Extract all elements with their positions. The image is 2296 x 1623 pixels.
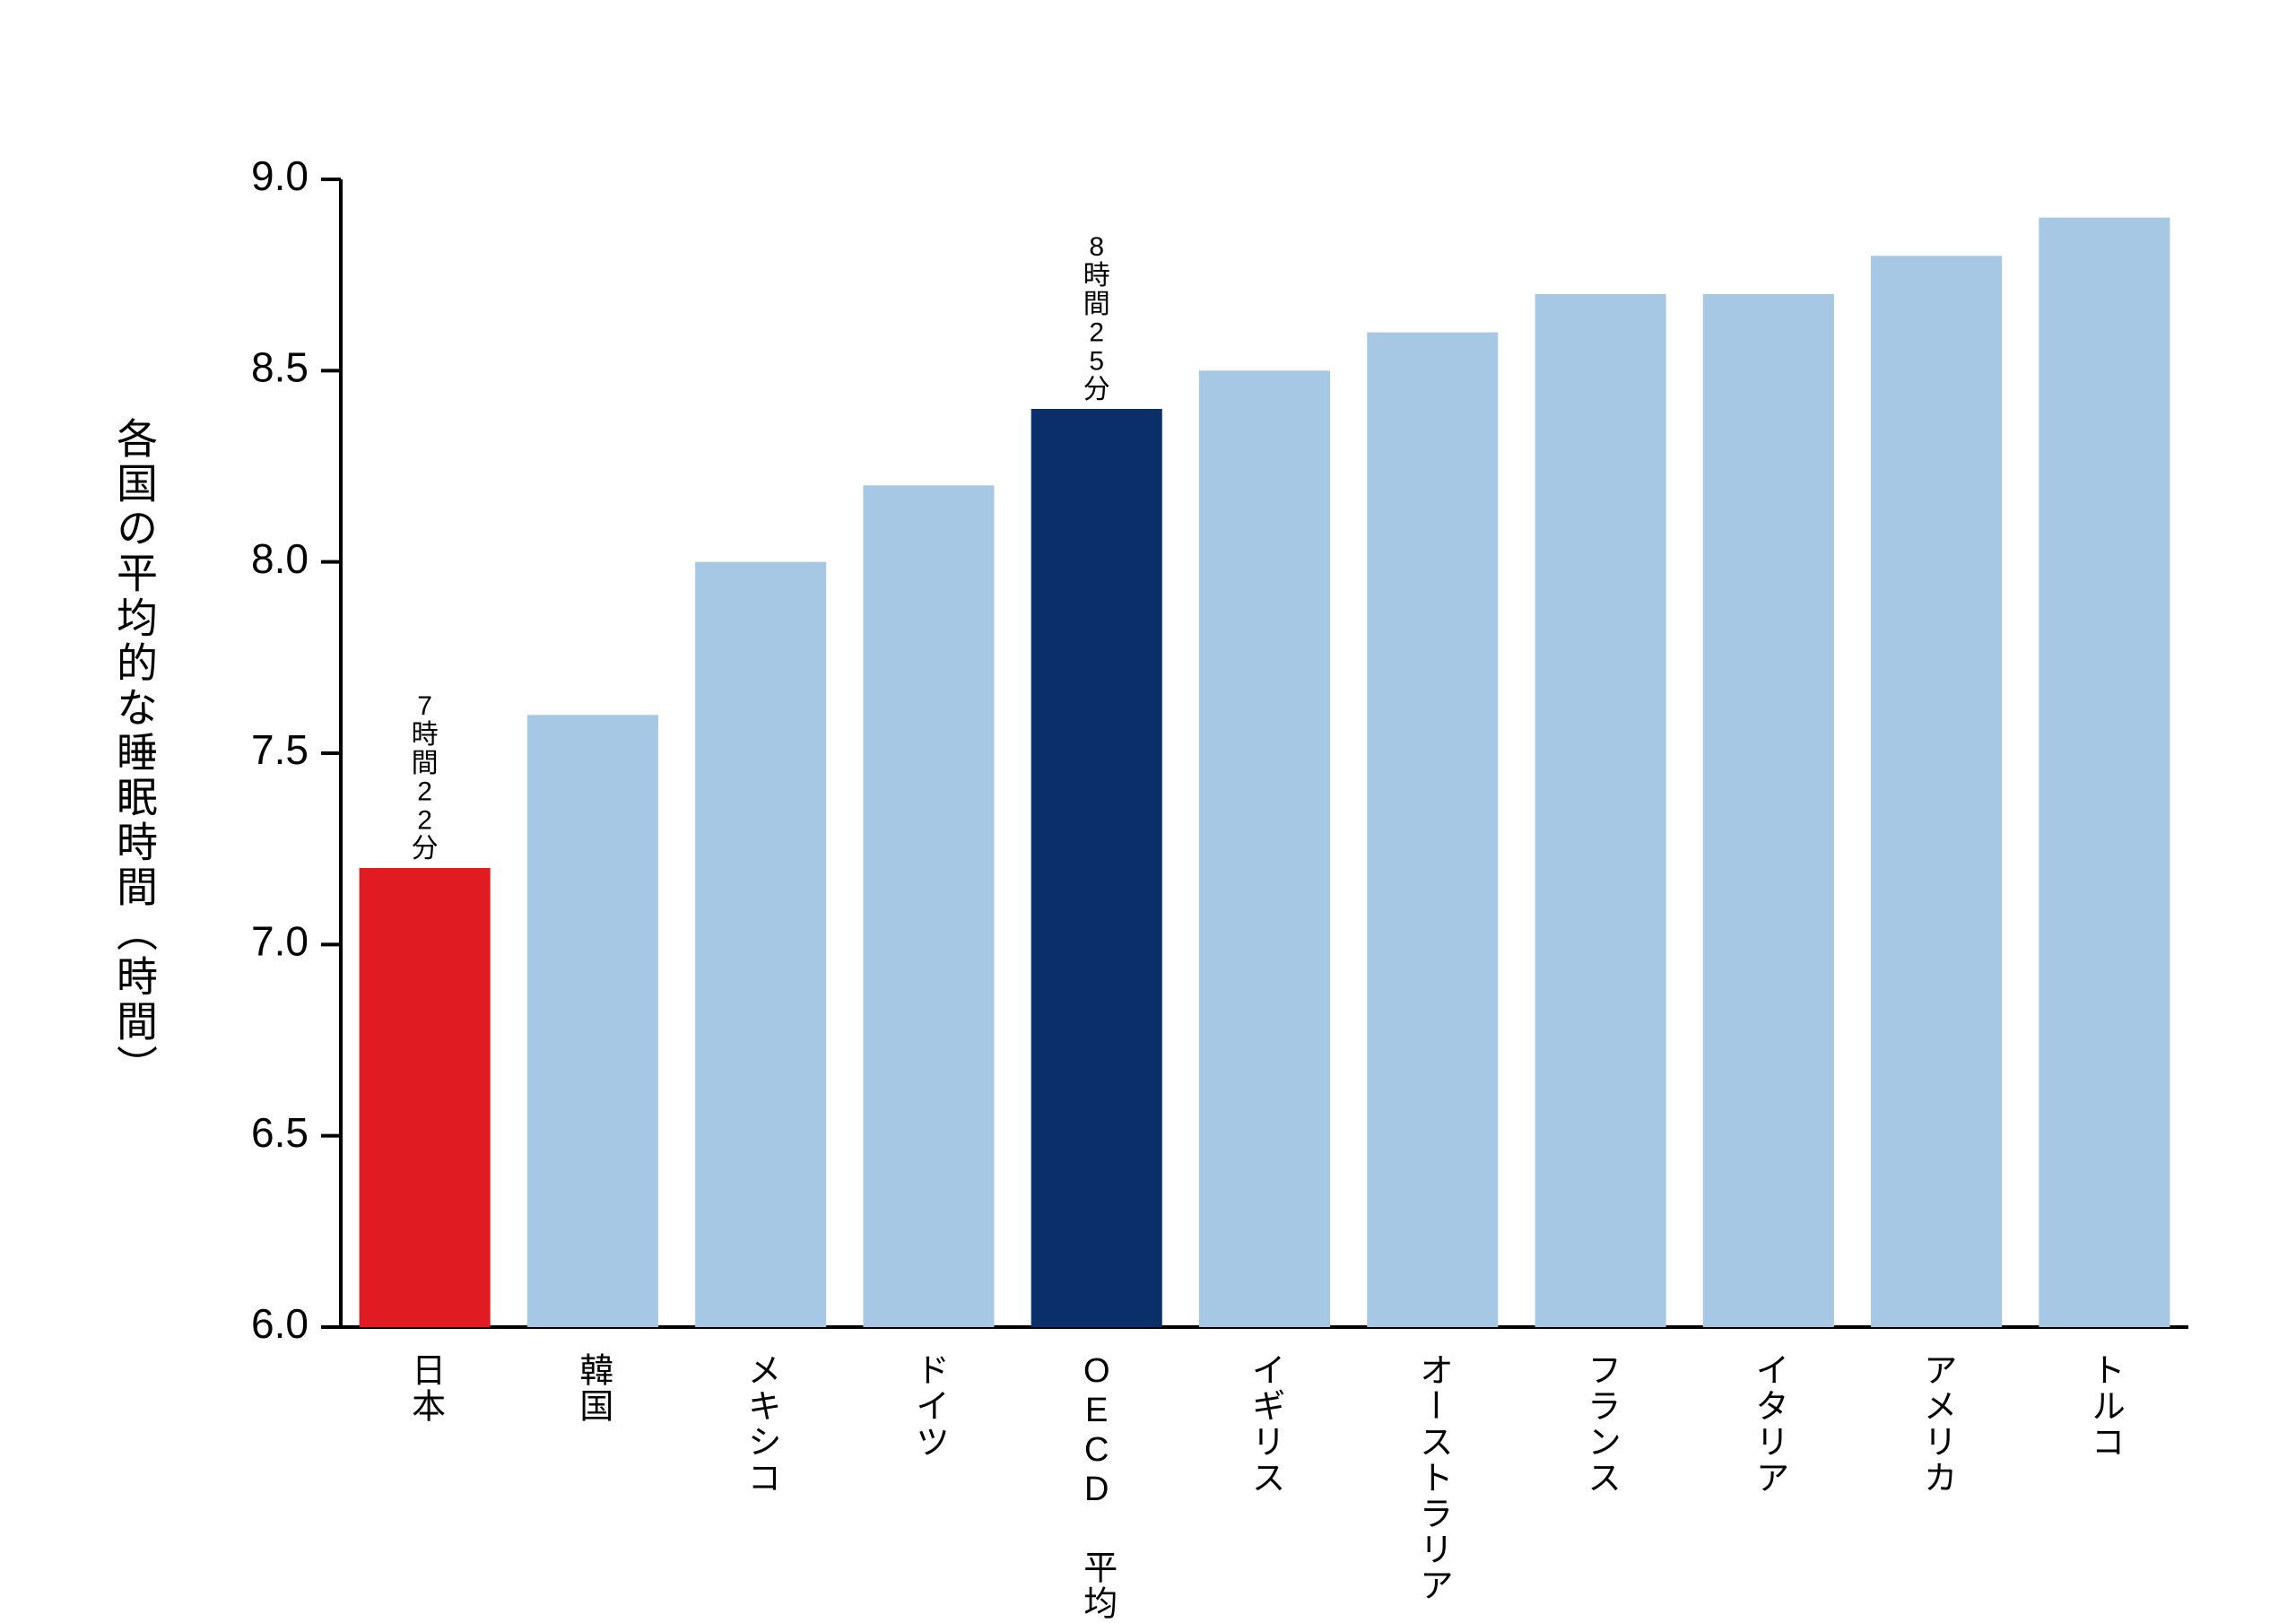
x-tick-label: フランス <box>1582 1352 1620 1496</box>
y-axis-label: 各国の平均的な睡眠時間（時間） <box>111 417 158 1089</box>
chart-container: 6.0 6.5 7.0 7.5 8.0 8.5 9.0 日本 韓国 メキシコ ドイツ OECD 平均 イ… <box>0 0 2296 1623</box>
x-tick-label: イタリア <box>1750 1352 1787 1496</box>
bar <box>527 715 658 1327</box>
x-tick-label: 日本 <box>406 1352 445 1424</box>
x-tick-label: アメリカ <box>1918 1352 1955 1496</box>
y-tick-label: 7.5 <box>251 726 309 773</box>
bar <box>1871 256 2002 1327</box>
y-tick-label: 6.0 <box>251 1300 309 1347</box>
bar <box>360 868 491 1327</box>
bar-annotation-char: 5 <box>1089 346 1104 376</box>
bar <box>1199 370 1330 1327</box>
bar-annotation-char: 2 <box>1089 318 1104 348</box>
y-tick-label: 8.5 <box>251 343 309 390</box>
x-tick-label: オーストラリア <box>1413 1352 1451 1603</box>
x-tick-label: メキシコ <box>742 1352 779 1496</box>
bar-annotation-char: 時 <box>412 720 439 750</box>
bar-annotation-char: 分 <box>1083 375 1110 404</box>
bar-annotation-char: 2 <box>417 777 432 807</box>
y-tick-label: 6.5 <box>251 1109 309 1156</box>
bar-annotation-char: 8 <box>1089 232 1104 262</box>
bar <box>1031 409 1162 1327</box>
bar-annotation-char: 2 <box>417 805 432 835</box>
y-tick-label: 8.0 <box>251 535 309 582</box>
sleep-bar-chart: 6.0 6.5 7.0 7.5 8.0 8.5 9.0 日本 韓国 メキシコ ドイツ OECD 平均 イ… <box>0 0 2296 1623</box>
bar-annotation-char: 間 <box>412 749 439 778</box>
x-tick-label: イギリス <box>1246 1352 1283 1496</box>
bar-annotation-char: 間 <box>1083 290 1110 319</box>
bar-annotation-char: 7 <box>417 691 432 721</box>
bar-annotation-char: 時 <box>1083 261 1110 291</box>
y-tick-label: 7.0 <box>251 917 309 964</box>
bar <box>1703 294 1834 1327</box>
bar <box>2039 218 2170 1327</box>
bar <box>863 485 994 1327</box>
x-tick-label: 韓国 <box>574 1352 613 1424</box>
bar <box>695 562 826 1327</box>
x-tick-label: OECD 平均 <box>1078 1352 1117 1621</box>
bar <box>1367 333 1498 1327</box>
bar-annotation-char: 分 <box>412 834 439 864</box>
x-tick-label: トルコ <box>2085 1352 2123 1460</box>
x-tick-label: ドイツ <box>909 1352 947 1460</box>
y-tick-label: 9.0 <box>251 152 309 199</box>
bar <box>1535 294 1666 1327</box>
